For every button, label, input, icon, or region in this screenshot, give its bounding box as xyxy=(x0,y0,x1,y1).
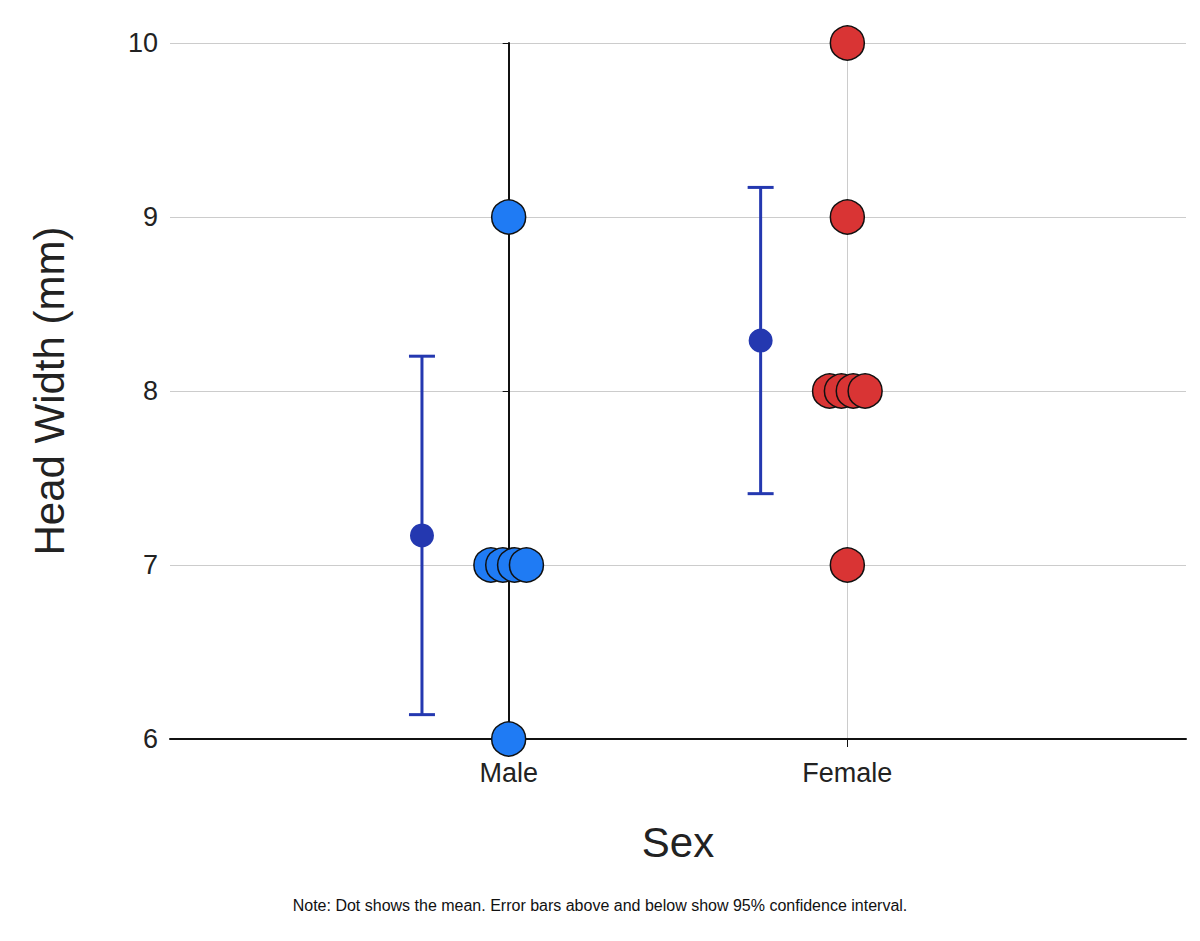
svg-text:Female: Female xyxy=(802,758,892,788)
svg-text:8: 8 xyxy=(143,376,158,406)
svg-text:9: 9 xyxy=(143,202,158,232)
svg-text:Head Width (mm): Head Width (mm) xyxy=(26,226,73,555)
svg-text:Sex: Sex xyxy=(642,819,714,866)
svg-text:Male: Male xyxy=(479,758,538,788)
svg-text:6: 6 xyxy=(143,724,158,754)
svg-text:7: 7 xyxy=(143,550,158,580)
svg-text:10: 10 xyxy=(128,28,158,58)
svg-text:Note: Dot shows the mean. Erro: Note: Dot shows the mean. Error bars abo… xyxy=(293,897,908,914)
